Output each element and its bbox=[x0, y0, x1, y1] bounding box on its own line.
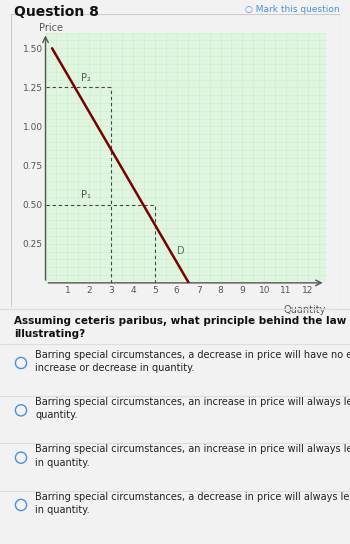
Text: P₁: P₁ bbox=[80, 190, 90, 200]
Text: ○ Mark this question: ○ Mark this question bbox=[245, 5, 340, 15]
Text: Question 8: Question 8 bbox=[14, 5, 99, 20]
Text: P₂: P₂ bbox=[80, 73, 90, 83]
Text: Barring special circumstances, an increase in price will always lead to an incre: Barring special circumstances, an increa… bbox=[35, 444, 350, 468]
Text: Barring special circumstances, an increase in price will always lead to a decrea: Barring special circumstances, an increa… bbox=[35, 397, 350, 421]
Text: Quantity: Quantity bbox=[283, 305, 326, 315]
Text: Barring special circumstances, a decrease in price will have no effect on an
inc: Barring special circumstances, a decreas… bbox=[35, 350, 350, 373]
Text: D: D bbox=[177, 246, 184, 256]
Text: Assuming ceteris paribus, what principle behind the law of demand is this graph
: Assuming ceteris paribus, what principle… bbox=[14, 316, 350, 339]
Text: Price: Price bbox=[39, 23, 63, 33]
Text: Barring special circumstances, a decrease in price will always lead to a decreas: Barring special circumstances, a decreas… bbox=[35, 492, 350, 515]
